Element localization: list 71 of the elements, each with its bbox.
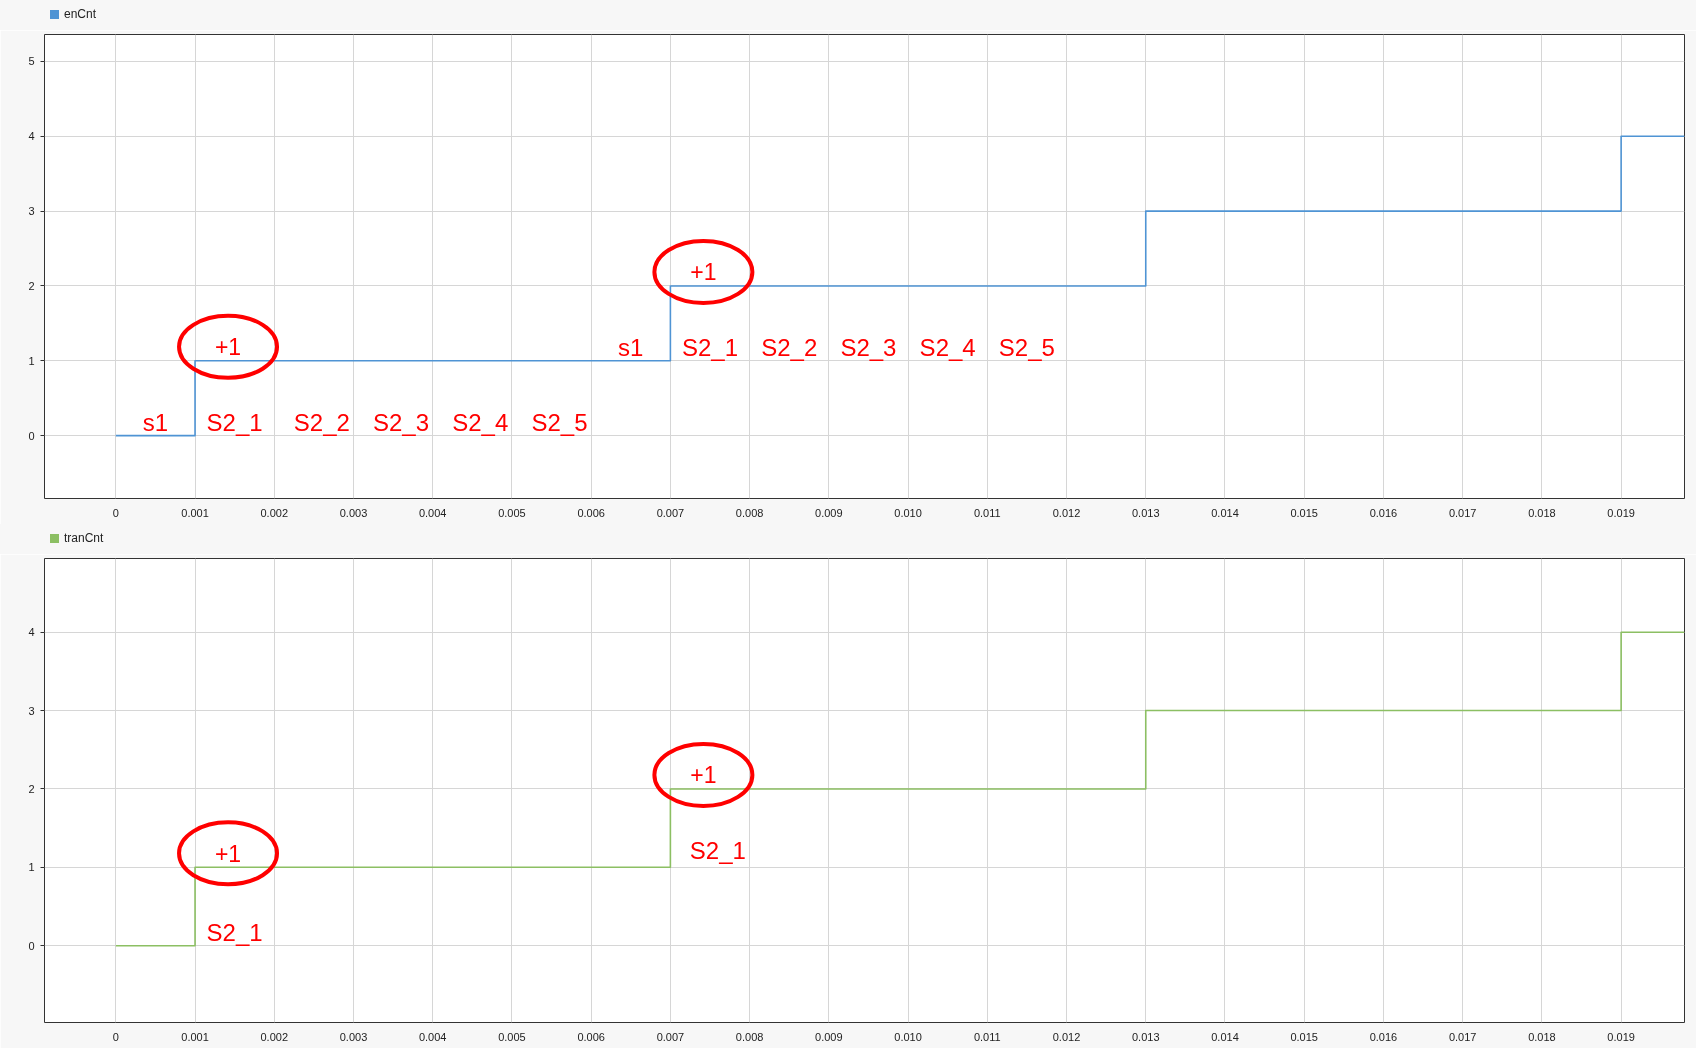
x-tick-label: 0.015 [1290, 506, 1318, 519]
x-tick-label: 0.013 [1131, 506, 1160, 519]
legend-label: enCnt [64, 6, 97, 24]
annotation: s1 [142, 408, 169, 436]
y-tick-label: 1 [28, 354, 35, 367]
x-tick-label: 0.008 [735, 1030, 764, 1043]
y-tick-label: 0 [28, 939, 35, 952]
annotation: S2_4 [452, 408, 509, 436]
x-tick-label: 0.010 [894, 1030, 922, 1043]
x-tick-label: 0.018 [1528, 506, 1556, 519]
x-tick-label: 0 [112, 1030, 119, 1043]
x-tick-label: 0.010 [894, 506, 922, 519]
x-tick-label: 0.007 [656, 506, 685, 519]
x-tick-label: 0.016 [1369, 506, 1398, 519]
annotation: S2_3 [373, 408, 430, 436]
annotation: S2_5 [531, 408, 588, 436]
y-tick-label: 0 [28, 429, 35, 442]
annotation: S2_5 [998, 333, 1055, 361]
annotation: S2_1 [689, 837, 746, 865]
y-tick-label: 4 [28, 130, 35, 143]
x-tick-label: 0.017 [1448, 506, 1477, 519]
x-tick-label: 0.009 [815, 506, 843, 519]
x-tick-label: 0.007 [656, 1030, 685, 1043]
x-tick-label: 0.011 [973, 1030, 1001, 1043]
annotation: +1 [690, 762, 717, 789]
annotation: S2_1 [206, 918, 263, 946]
x-tick-label: 0.002 [260, 506, 289, 519]
x-tick-label: 0.002 [260, 1030, 289, 1043]
x-tick-label: 0.015 [1290, 1030, 1318, 1043]
x-tick-label: 0.012 [1052, 506, 1081, 519]
x-tick-label: 0.014 [1211, 1030, 1239, 1043]
x-tick-label: 0.009 [815, 1030, 843, 1043]
annotation: S2_3 [840, 333, 897, 361]
y-tick-label: 3 [28, 205, 35, 218]
annotation: S2_4 [919, 333, 976, 361]
x-tick-label: 0.012 [1052, 1030, 1081, 1043]
annotation: +1 [214, 334, 242, 361]
legend-label: tranCnt [64, 530, 104, 548]
y-tick-label: 5 [28, 55, 35, 68]
annotation: S2_2 [293, 408, 350, 436]
y-tick-label: 2 [28, 279, 35, 292]
x-tick-label: 0.018 [1528, 1030, 1556, 1043]
x-tick-label: 0.005 [498, 1030, 526, 1043]
y-tick-label: 2 [28, 782, 35, 795]
x-tick-label: 0.004 [418, 1030, 447, 1043]
x-tick-label: 0 [112, 506, 119, 519]
x-tick-label: 0.001 [181, 506, 209, 519]
x-tick-label: 0.019 [1607, 506, 1635, 519]
annotation: S2_1 [206, 408, 263, 436]
annotation: S2_1 [681, 333, 739, 361]
x-tick-label: 0.003 [339, 506, 368, 519]
x-tick-label: 0.017 [1448, 1030, 1477, 1043]
y-tick-label: 1 [28, 861, 35, 874]
x-tick-label: 0.011 [973, 506, 1001, 519]
x-tick-label: 0.014 [1211, 506, 1239, 519]
y-tick-label: 4 [28, 626, 35, 639]
x-tick-label: 0.005 [498, 506, 526, 519]
annotation: +1 [214, 840, 242, 867]
x-tick-label: 0.006 [577, 1030, 605, 1043]
x-tick-label: 0.016 [1369, 1030, 1398, 1043]
x-tick-label: 0.019 [1607, 1030, 1635, 1043]
x-tick-label: 0.006 [577, 506, 605, 519]
annotation: S2_2 [761, 333, 818, 361]
x-tick-label: 0.004 [418, 506, 447, 519]
y-tick-label: 3 [28, 704, 35, 717]
x-tick-label: 0.008 [735, 506, 764, 519]
annotation: s1 [618, 333, 644, 361]
annotation: +1 [690, 259, 717, 286]
x-tick-label: 0.001 [181, 1030, 209, 1043]
x-tick-label: 0.003 [339, 1030, 368, 1043]
x-tick-label: 0.013 [1131, 1030, 1160, 1043]
